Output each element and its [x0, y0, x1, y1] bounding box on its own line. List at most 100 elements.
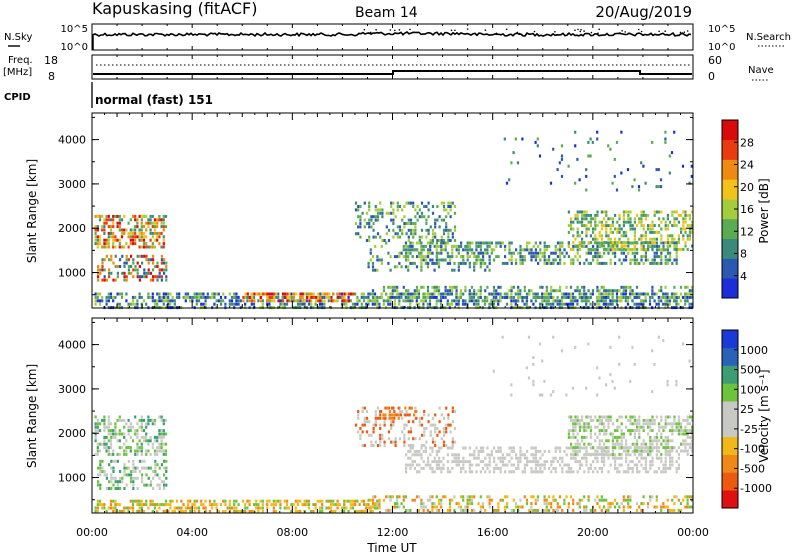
echo-cell: [272, 509, 275, 513]
echo-cell: [440, 218, 443, 222]
echo-cell: [653, 244, 656, 248]
echo-cell: [660, 508, 663, 512]
echo-cell: [136, 235, 139, 239]
echo-cell: [479, 449, 482, 453]
echo-cell: [149, 480, 152, 484]
echo-cell: [184, 299, 187, 303]
echo-cell: [404, 495, 408, 499]
echo-cell: [548, 255, 551, 259]
echo-cell: [585, 508, 588, 512]
echo-cell: [504, 470, 507, 474]
echo-cell: [666, 261, 669, 265]
echo-cell: [365, 211, 369, 215]
echo-cell: [153, 435, 157, 439]
echo-cell: [470, 241, 474, 245]
echo-cell: [624, 289, 628, 293]
echo-cell: [158, 449, 161, 453]
echo-cell: [655, 185, 658, 189]
echo-cell: [121, 254, 124, 258]
echo-cell: [640, 255, 643, 259]
echo-cell: [477, 299, 480, 303]
echo-cell: [224, 499, 227, 503]
echo-cell: [655, 210, 658, 214]
echo-cell: [314, 295, 318, 299]
echo-cell: [262, 292, 265, 296]
echo-cell: [131, 503, 135, 507]
echo-cell: [642, 292, 645, 296]
echo-cell: [191, 503, 194, 507]
echo-cell: [330, 299, 333, 303]
echo-cell: [96, 446, 99, 450]
echo-cell: [404, 413, 407, 417]
echo-cell: [515, 248, 518, 252]
echo-cell: [614, 446, 617, 450]
echo-cell: [434, 444, 437, 447]
echo-cell: [499, 449, 502, 453]
echo-cell: [664, 415, 667, 419]
echo-cell: [600, 415, 603, 419]
echo-cell: [426, 289, 430, 293]
echo-cell: [574, 442, 577, 446]
echo-cell: [609, 345, 612, 349]
echo-cell: [437, 251, 441, 255]
echo-cell: [107, 415, 110, 419]
echo-cell: [312, 503, 315, 507]
echo-cell: [365, 410, 369, 413]
echo-cell: [668, 295, 671, 299]
echo-cell: [162, 435, 165, 439]
echo-cell: [279, 506, 282, 510]
echo-cell: [98, 302, 102, 306]
echo-cell: [682, 442, 685, 446]
echo-cell: [563, 248, 566, 252]
echo-cell: [611, 422, 614, 426]
echo-cell: [620, 435, 623, 439]
echo-cell: [559, 463, 562, 467]
echo-cell: [583, 241, 586, 245]
echo-cell: [493, 258, 496, 262]
echo-cell: [618, 470, 621, 474]
echo-cell: [376, 416, 380, 420]
echo-cell: [488, 241, 491, 245]
echo-cell: [631, 251, 634, 255]
echo-cell: [242, 299, 245, 303]
echo-cell: [497, 241, 500, 245]
echo-cell: [517, 463, 520, 467]
echo-cell: [414, 208, 417, 212]
echo-cell: [578, 261, 581, 265]
echo-cell: [307, 503, 311, 507]
echo-cell: [435, 508, 438, 512]
echo-cell: [96, 503, 99, 507]
echo-cell: [442, 201, 446, 205]
echo-cell: [332, 299, 335, 303]
echo-cell: [158, 435, 161, 439]
echo-cell: [162, 302, 165, 306]
echo-cell: [609, 502, 612, 506]
echo-cell: [107, 439, 110, 443]
echo-cell: [407, 251, 410, 255]
echo-cell: [484, 261, 487, 265]
echo-cell: [517, 285, 520, 289]
echo-cell: [539, 296, 542, 299]
echo-cell: [121, 480, 124, 484]
echo-cell: [686, 224, 689, 228]
echo-cell: [631, 429, 634, 433]
echo-cell: [215, 503, 218, 507]
echo-cell: [651, 247, 654, 251]
echo-cell: [383, 420, 386, 424]
echo-cell: [420, 453, 423, 457]
echo-cell: [576, 470, 579, 474]
echo-cell: [341, 299, 344, 303]
echo-cell: [537, 251, 540, 255]
echo-cell: [384, 406, 387, 410]
echo-cell: [673, 237, 676, 241]
echo-cell: [374, 215, 377, 219]
echo-cell: [321, 299, 324, 303]
echo-cell: [534, 508, 537, 512]
echo-cell: [368, 235, 371, 239]
echo-cell: [585, 435, 588, 439]
echo-cell: [299, 295, 302, 299]
echo-cell: [274, 499, 278, 503]
echo-cell: [418, 453, 421, 457]
echo-cell: [576, 210, 579, 214]
echo-cell: [407, 201, 410, 205]
